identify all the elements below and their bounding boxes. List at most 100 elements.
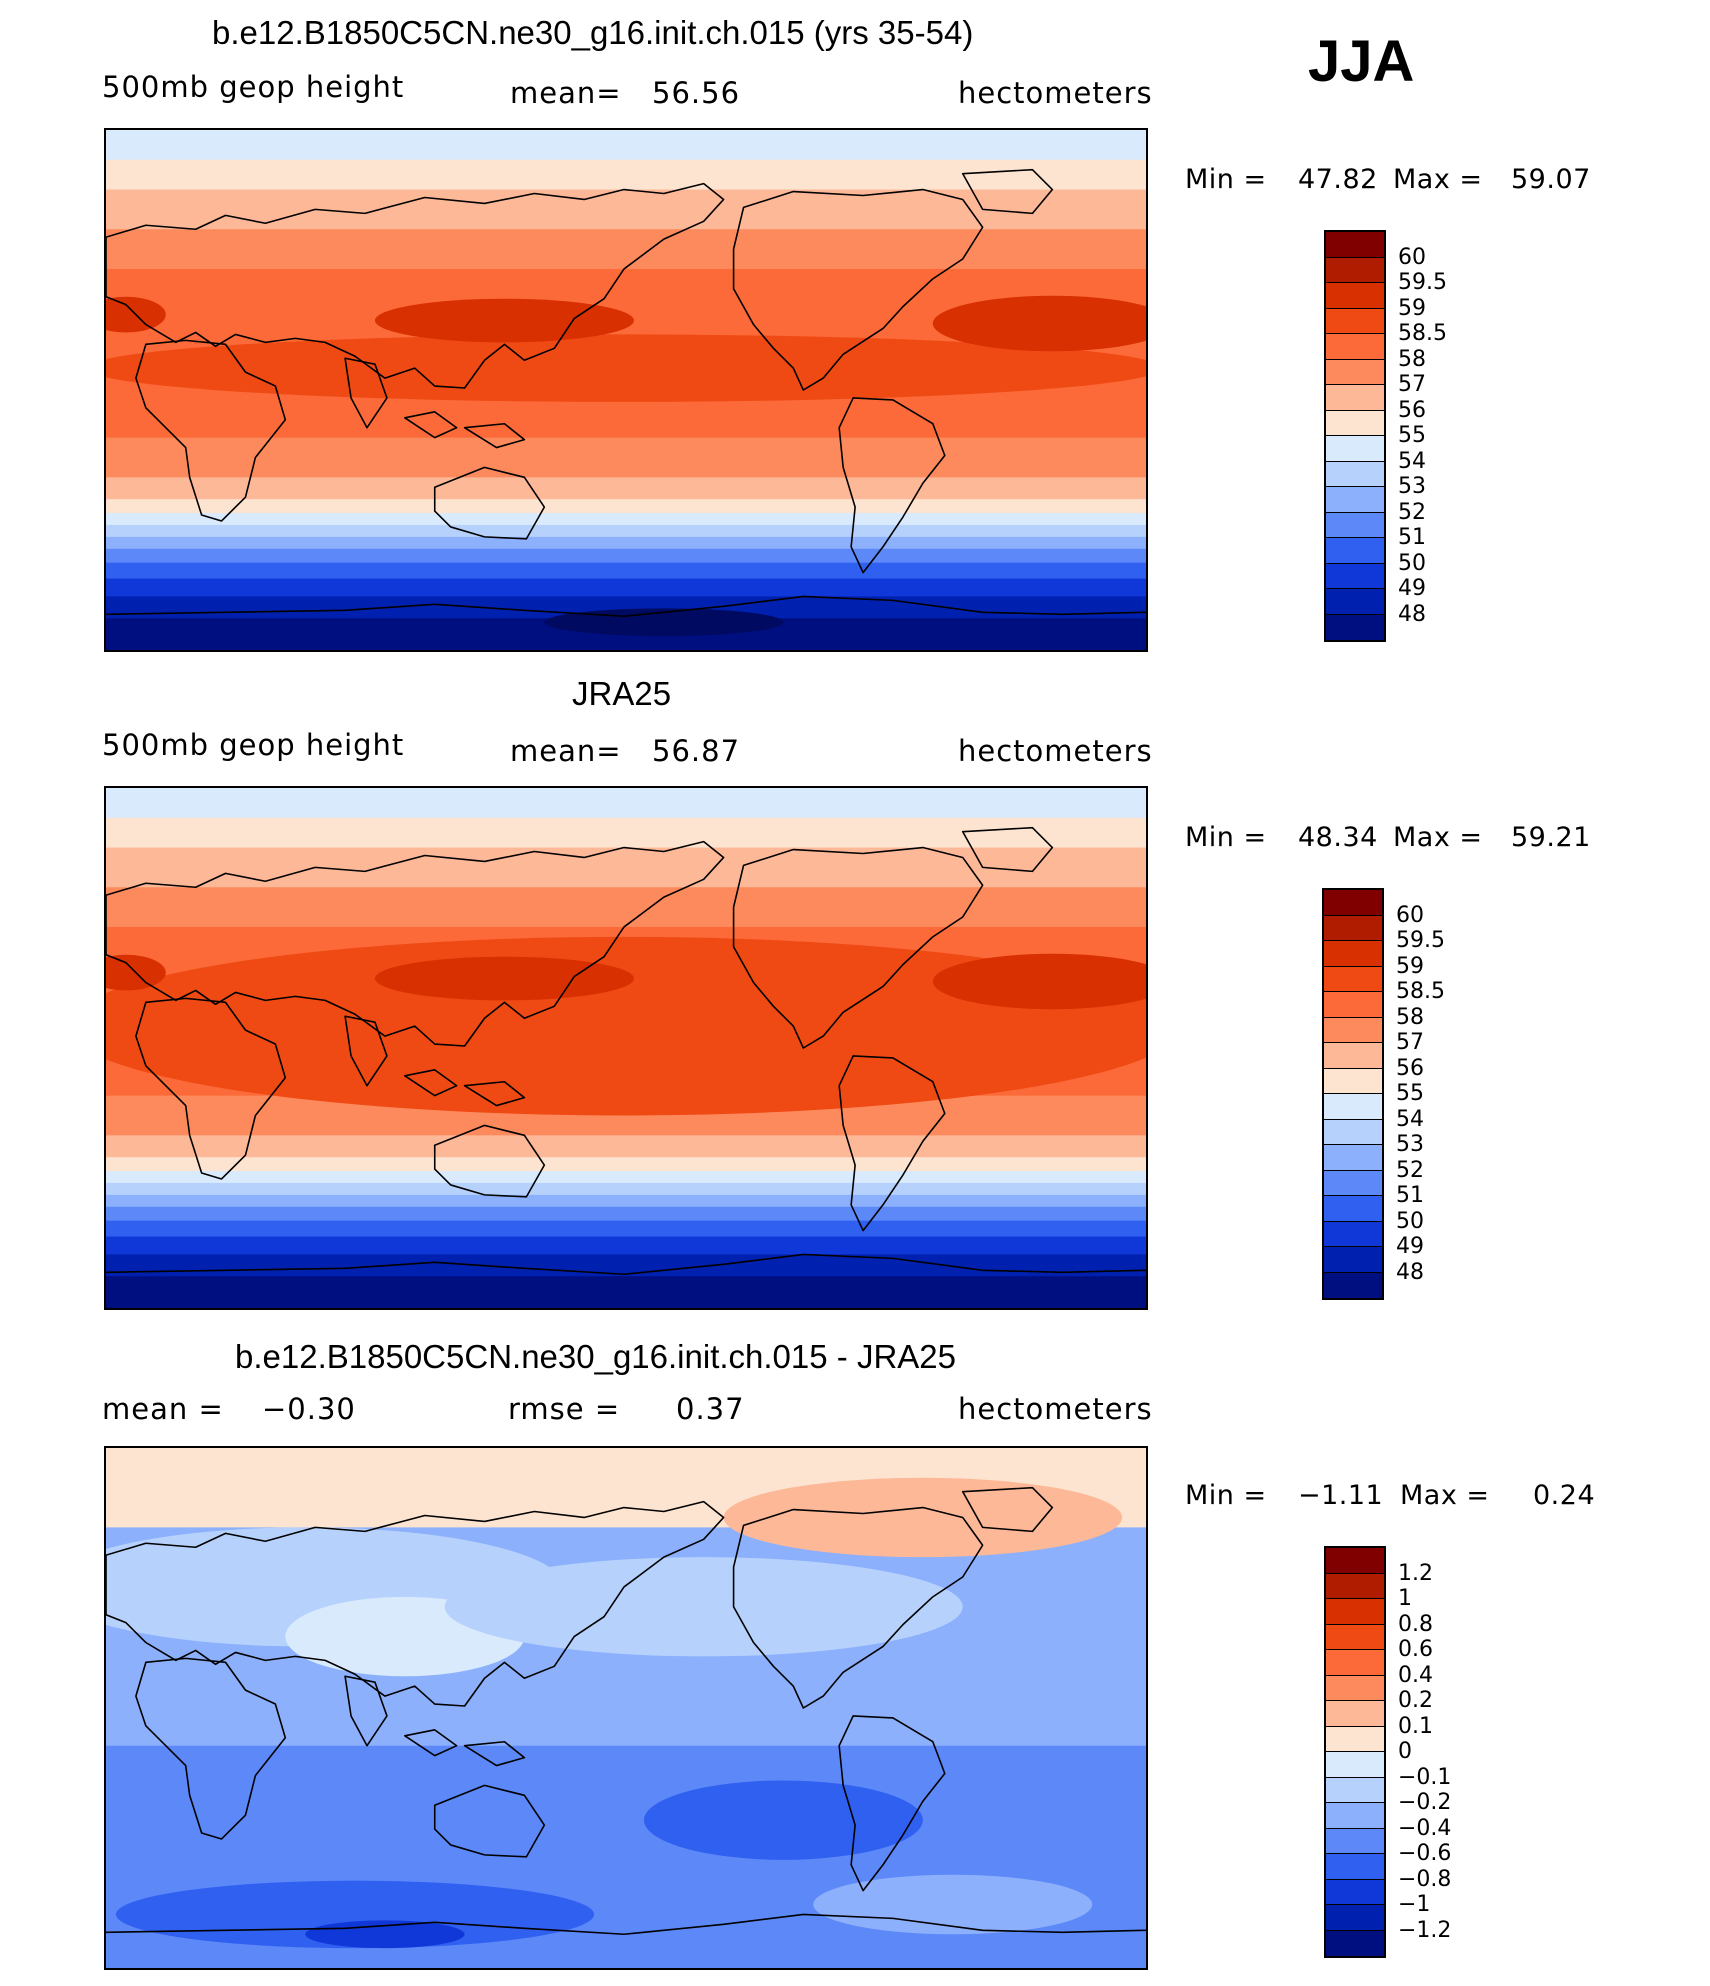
min-value: 48.34: [1298, 822, 1378, 853]
colorbar-tick-label: 50: [1398, 550, 1426, 576]
colorbar-tick-label: 53: [1396, 1132, 1424, 1157]
panel-title: b.e12.B1850C5CN.ne30_g16.init.ch.015 (yr…: [212, 14, 974, 51]
units-label: hectometers: [958, 734, 1153, 768]
map-plot: [104, 1446, 1148, 1970]
rmse-label: rmse =: [508, 1392, 621, 1426]
min-label: Min =: [1185, 1480, 1267, 1511]
min-value: 47.82: [1298, 164, 1378, 195]
continent-outline: [106, 1913, 1146, 1936]
mean-value: 56.87: [652, 734, 741, 768]
colorbar-swatch: [1326, 1879, 1384, 1905]
units-label: hectometers: [958, 1392, 1153, 1426]
colorbar-swatch: [1326, 359, 1384, 385]
colorbar-tick-label: −0.1: [1398, 1764, 1452, 1790]
field-label: 500mb geop height: [102, 70, 405, 104]
colorbar-swatch: [1324, 890, 1382, 916]
colorbar-swatch: [1326, 1675, 1384, 1701]
continent-outline: [961, 1486, 1054, 1533]
colorbar-swatch: [1324, 1119, 1382, 1145]
mean-value: 56.56: [652, 76, 741, 110]
colorbar-tick-label: −1.2: [1398, 1917, 1452, 1943]
colorbar-swatch: [1326, 538, 1384, 564]
colorbar-tick-label: −0.6: [1398, 1841, 1452, 1866]
continent-outline: [732, 188, 984, 391]
colorbar-swatch: [1324, 1272, 1382, 1298]
mean-label: mean=: [510, 734, 622, 768]
colorbar-tick-label: 1.2: [1398, 1560, 1433, 1586]
colorbar-tick-label: 59.5: [1398, 270, 1447, 295]
colorbar-tick-label: 1: [1398, 1586, 1412, 1611]
colorbar-swatch: [1326, 232, 1384, 258]
colorbar-swatch: [1326, 563, 1384, 589]
continent-outline: [433, 1124, 546, 1198]
continent-outline: [838, 1715, 946, 1892]
colorbar-tick-label: 0.6: [1398, 1637, 1433, 1662]
colorbar-tick-label: 51: [1398, 525, 1426, 550]
colorbar-swatch: [1324, 1247, 1382, 1273]
colorbar: [1324, 1546, 1386, 1958]
colorbar-tick-label: 59: [1398, 295, 1426, 321]
map-plot: [104, 786, 1148, 1310]
colorbar-swatch: [1326, 1650, 1384, 1676]
colorbar-tick-label: 58: [1398, 346, 1426, 372]
colorbar-swatch: [1324, 1145, 1382, 1171]
colorbar-swatch: [1326, 461, 1384, 487]
max-value: 0.24: [1533, 1480, 1596, 1511]
colorbar-tick-label: 0.4: [1398, 1662, 1433, 1688]
colorbar-swatch: [1326, 308, 1384, 334]
panel-title: b.e12.B1850C5CN.ne30_g16.init.ch.015 - J…: [235, 1338, 956, 1375]
colorbar-tick-label: 60: [1398, 244, 1426, 270]
colorbar-swatch: [1326, 1752, 1384, 1778]
colorbar: [1324, 230, 1386, 642]
rmse-value: 0.37: [676, 1392, 745, 1426]
colorbar-swatch: [1326, 1854, 1384, 1880]
continent-outline: [344, 357, 388, 429]
colorbar-swatch: [1324, 941, 1382, 967]
colorbar-tick-label: 0.1: [1398, 1713, 1433, 1739]
colorbar-swatch: [1324, 1196, 1382, 1222]
colorbar-tick-label: 57: [1396, 1030, 1424, 1055]
colorbar-tick-label: 0.2: [1398, 1688, 1433, 1713]
continent-outline: [404, 411, 526, 449]
mean-label: mean =: [102, 1392, 224, 1426]
colorbar-tick-label: 57: [1398, 372, 1426, 397]
max-label: Max =: [1400, 1480, 1490, 1511]
continent-outline: [106, 182, 725, 389]
colorbar-swatch: [1326, 1777, 1384, 1803]
colorbar-tick-label: 60: [1396, 902, 1424, 928]
colorbar-tick-label: 59.5: [1396, 928, 1445, 953]
colorbar-tick-label: −0.8: [1398, 1866, 1452, 1892]
colorbar-swatch: [1326, 1828, 1384, 1854]
colorbar-tick-label: −1: [1398, 1892, 1431, 1917]
continent-outline: [732, 846, 984, 1049]
colorbar-swatch: [1326, 283, 1384, 309]
continent-outline: [344, 1675, 388, 1747]
colorbar-swatch: [1326, 1573, 1384, 1599]
colorbar-swatch: [1324, 1170, 1382, 1196]
colorbar: [1322, 888, 1384, 1300]
season-label: JJA: [1308, 29, 1415, 94]
colorbar-swatch: [1324, 966, 1382, 992]
continent-outline: [135, 339, 287, 522]
colorbar-swatch: [1326, 1930, 1384, 1956]
colorbar-tick-label: 58: [1396, 1004, 1424, 1030]
max-label: Max =: [1393, 164, 1483, 195]
colorbar-tick-label: 0: [1398, 1739, 1412, 1764]
colorbar-swatch: [1326, 385, 1384, 411]
colorbar-swatch: [1324, 1221, 1382, 1247]
continent-outline: [732, 1506, 984, 1709]
colorbar-swatch: [1326, 257, 1384, 283]
field-label: 500mb geop height: [102, 728, 405, 762]
colorbar-tick-label: −0.2: [1398, 1790, 1452, 1815]
colorbar-swatch: [1326, 1599, 1384, 1625]
colorbar-tick-label: 53: [1398, 474, 1426, 499]
continent-outline: [433, 1784, 546, 1858]
colorbar-swatch: [1324, 1017, 1382, 1043]
panel-title: JRA25: [572, 675, 672, 712]
continent-outline: [135, 1657, 287, 1840]
colorbar-tick-label: 58.5: [1398, 321, 1447, 346]
colorbar-swatch: [1324, 915, 1382, 941]
colorbar-swatch: [1326, 334, 1384, 360]
colorbar-tick-label: −0.4: [1398, 1815, 1452, 1841]
colorbar-tick-label: 49: [1398, 576, 1426, 601]
